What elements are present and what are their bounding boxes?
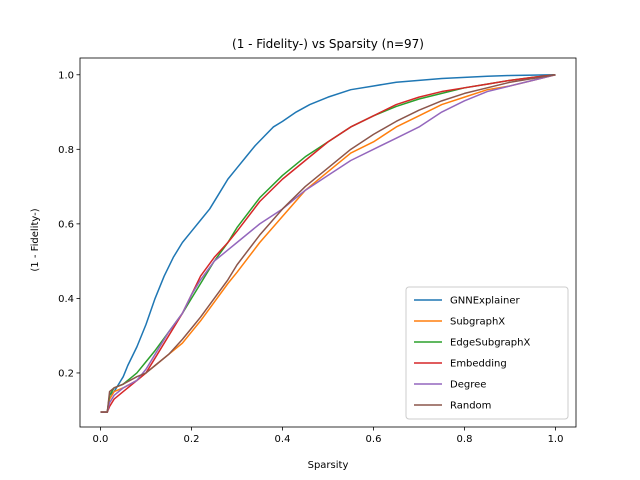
series-line-embedding <box>100 74 556 413</box>
x-axis: 0.0 0.2 0.4 0.6 0.8 1.0 <box>93 427 564 445</box>
chart-title: (1 - Fidelity-) vs Sparsity (n=97) <box>232 37 424 51</box>
plot-frame <box>79 57 577 428</box>
x-tick-label: 0.8 <box>457 434 473 445</box>
legend-label: Random <box>450 401 491 412</box>
x-tick-label: 1.0 <box>548 434 564 445</box>
legend-box <box>405 286 569 420</box>
y-tick-label: 0.6 <box>58 219 74 230</box>
x-axis-label: Sparsity <box>308 460 349 471</box>
y-tick-label: 0.2 <box>58 368 74 379</box>
series-line-random <box>100 74 556 413</box>
y-tick-label: 0.8 <box>58 145 74 156</box>
plot-area <box>79 57 577 428</box>
y-tick-label: 1.0 <box>58 70 74 81</box>
x-tick-label: 0.0 <box>93 434 109 445</box>
x-tick-label: 0.2 <box>184 434 200 445</box>
legend: GNNExplainer SubgraphX EdgeSubgraphX Embedd… <box>405 286 569 420</box>
legend-label: Degree <box>450 380 486 391</box>
x-tick-label: 0.4 <box>275 434 291 445</box>
series-line-edgesubgraphx <box>100 74 556 413</box>
y-axis: 0.2 0.4 0.6 0.8 1.0 <box>58 70 80 379</box>
legend-label: GNNExplainer <box>450 296 520 307</box>
series-line-degree <box>100 74 556 413</box>
y-axis-label: (1 - Fidelity-) <box>30 208 41 271</box>
legend-label: SubgraphX <box>450 317 505 328</box>
y-tick-label: 0.4 <box>58 294 74 305</box>
x-tick-label: 0.6 <box>366 434 382 445</box>
legend-label: EdgeSubgraphX <box>450 338 530 349</box>
series-line-gnnexplainer <box>100 74 556 413</box>
legend-label: Embedding <box>450 359 507 370</box>
